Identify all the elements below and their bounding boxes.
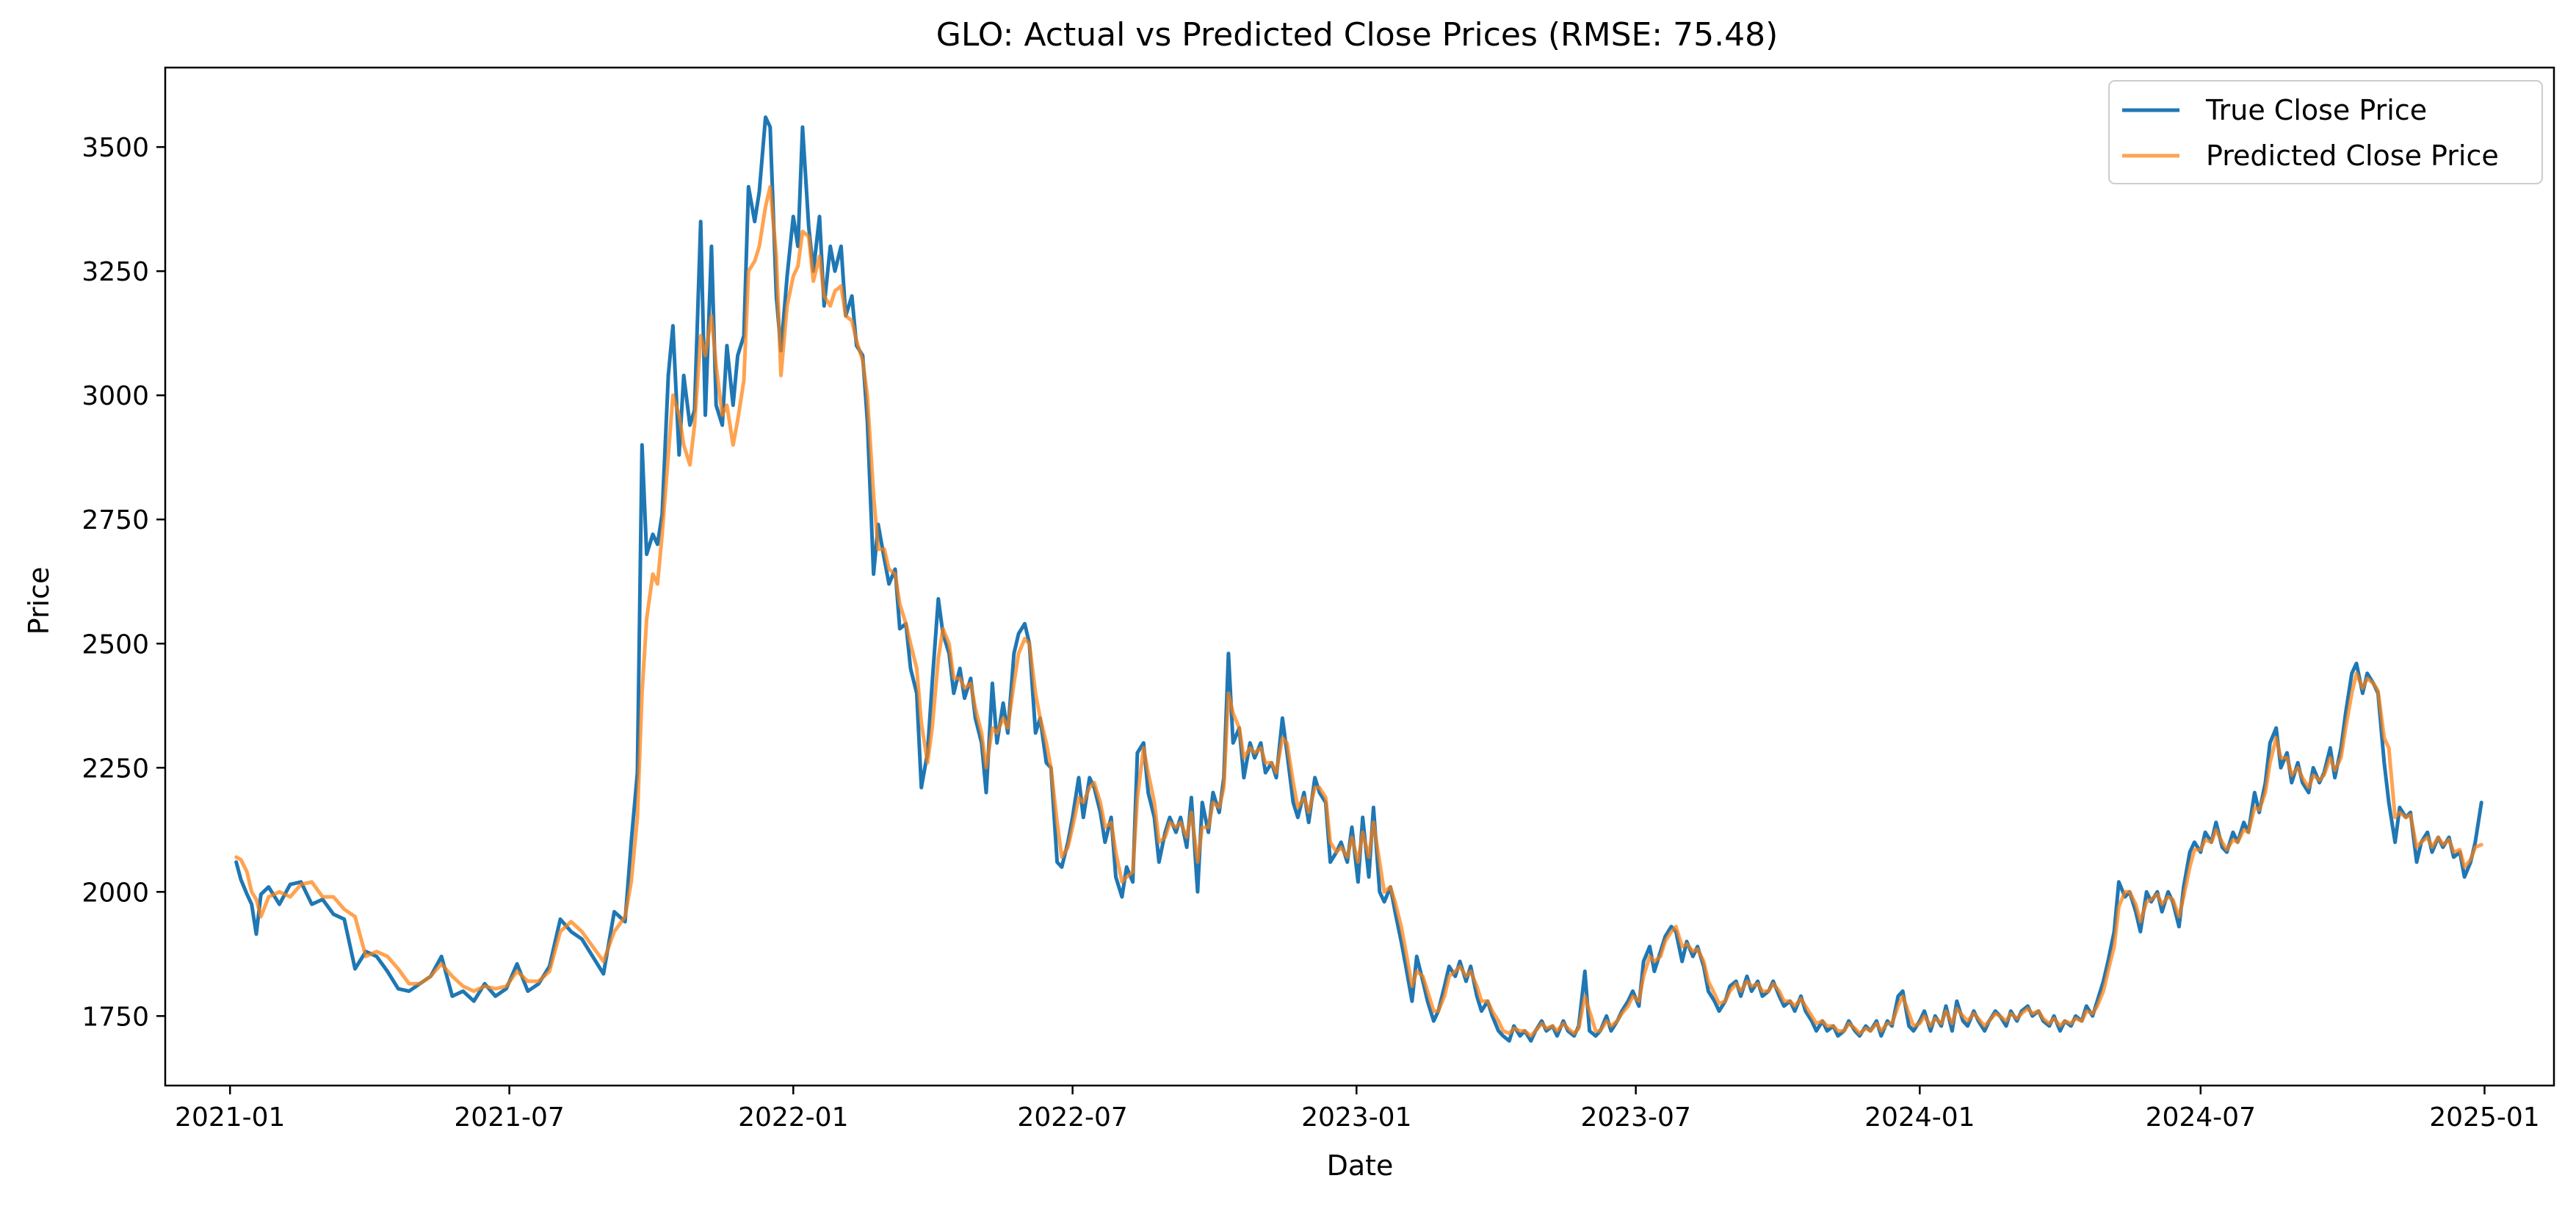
x-tick-label: 2021-07 xyxy=(454,1102,564,1133)
y-tick-label: 3500 xyxy=(82,133,149,163)
y-tick-label: 2500 xyxy=(82,629,149,660)
y-tick-label: 3000 xyxy=(82,381,149,411)
x-tick-label: 2022-07 xyxy=(1017,1102,1127,1133)
legend: True Close Price Predicted Close Price xyxy=(2108,80,2543,184)
y-axis-label: Price xyxy=(23,567,55,635)
chart-title: GLO: Actual vs Predicted Close Prices (R… xyxy=(936,16,1779,54)
x-tick-label: 2025-01 xyxy=(2429,1102,2539,1133)
legend-label-true: True Close Price xyxy=(2205,94,2427,126)
plot-area: 2021-01 2021-07 2022-01 2022-07 2023-01 2023-… xyxy=(82,66,2555,1133)
x-tick-label: 2024-01 xyxy=(1864,1102,1975,1133)
legend-frame xyxy=(2108,80,2543,184)
x-tick-label: 2024-07 xyxy=(2146,1102,2256,1133)
y-tick-label: 2250 xyxy=(82,754,149,784)
y-tick-label: 3250 xyxy=(82,257,149,287)
legend-label-predicted: Predicted Close Price xyxy=(2206,140,2499,172)
x-tick-label: 2023-01 xyxy=(1301,1102,1411,1133)
series-line-true-close xyxy=(234,115,2483,1043)
x-tick-label: 2021-01 xyxy=(175,1102,285,1133)
series-line-predicted-close xyxy=(234,184,2483,1038)
y-tick-label: 1750 xyxy=(82,1002,149,1032)
y-tick-label: 2000 xyxy=(82,878,149,908)
x-axis-label: Date xyxy=(1327,1149,1394,1182)
axes-frame xyxy=(164,66,2555,1087)
y-tick-label: 2750 xyxy=(82,505,149,535)
x-tick-label: 2022-01 xyxy=(738,1102,848,1133)
x-tick-label: 2023-07 xyxy=(1580,1102,1690,1133)
